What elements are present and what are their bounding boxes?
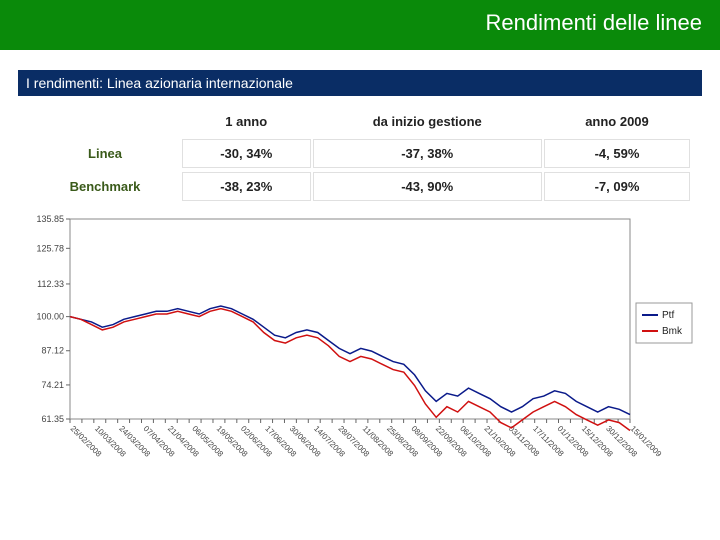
- svg-text:100.00: 100.00: [36, 312, 64, 322]
- table-row: Benchmark -38, 23% -43, 90% -7, 09%: [30, 172, 690, 201]
- svg-text:112.33: 112.33: [37, 279, 64, 289]
- col-1anno: 1 anno: [182, 108, 311, 135]
- returns-table: 1 anno da inizio gestione anno 2009 Line…: [28, 104, 692, 205]
- col-blank: [30, 108, 180, 135]
- row-label-linea: Linea: [30, 139, 180, 168]
- cell: -30, 34%: [182, 139, 311, 168]
- svg-text:125.78: 125.78: [36, 243, 64, 253]
- svg-text:87.12: 87.12: [41, 346, 64, 356]
- svg-text:74.21: 74.21: [41, 380, 64, 390]
- cell: -4, 59%: [544, 139, 690, 168]
- header-bar: Rendimenti delle linee: [0, 0, 720, 50]
- svg-text:Ptf: Ptf: [662, 310, 674, 321]
- cell: -38, 23%: [182, 172, 311, 201]
- returns-table-wrap: 1 anno da inizio gestione anno 2009 Line…: [28, 104, 692, 205]
- col-2009: anno 2009: [544, 108, 690, 135]
- svg-text:61.35: 61.35: [41, 414, 64, 424]
- svg-text:135.85: 135.85: [36, 214, 64, 224]
- col-inizio: da inizio gestione: [313, 108, 542, 135]
- subheader-bar: I rendimenti: Linea azionaria internazio…: [18, 70, 702, 96]
- svg-text:Bmk: Bmk: [662, 326, 683, 337]
- table-row: Linea -30, 34% -37, 38% -4, 59%: [30, 139, 690, 168]
- cell: -7, 09%: [544, 172, 690, 201]
- cell: -37, 38%: [313, 139, 542, 168]
- cell: -43, 90%: [313, 172, 542, 201]
- page-title: Rendimenti delle linee: [486, 10, 702, 36]
- performance-chart: 135.85125.78112.33100.0087.1274.2161.352…: [18, 213, 702, 503]
- row-label-benchmark: Benchmark: [30, 172, 180, 201]
